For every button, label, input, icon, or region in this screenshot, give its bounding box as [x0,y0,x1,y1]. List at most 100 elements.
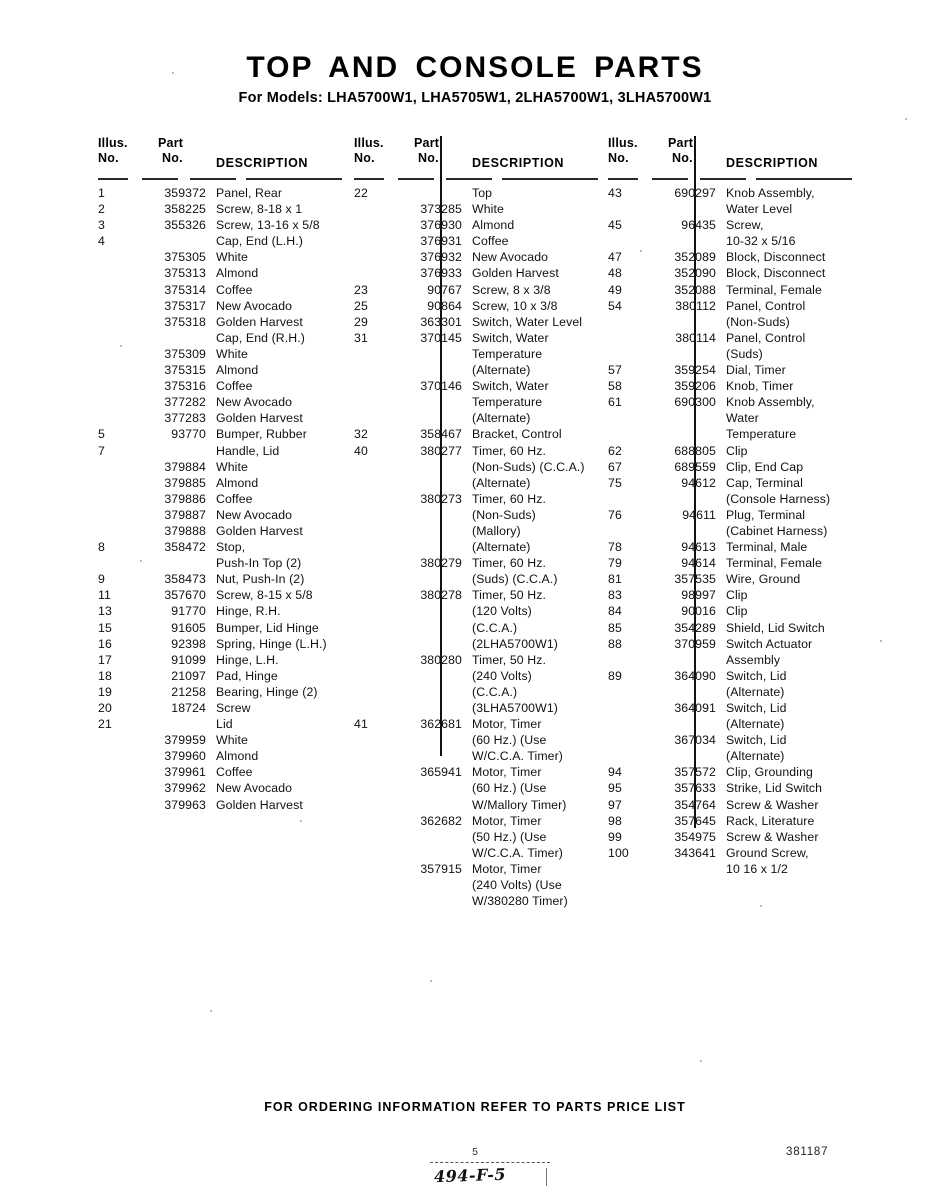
table-row: 15 91605 Bumper, Lid Hinge [98,620,338,636]
description-cell: Panel, Control [726,330,806,345]
description-cell: (60 Hz.) (Use [472,733,547,748]
part-no-cell: 375317 [164,298,206,313]
table-row: 97 354764 Screw & Washer [608,797,854,813]
description-cell: Knob Assembly, [726,186,815,200]
table-row: 376933 Golden Harvest [354,265,590,281]
table-row: 8 358472 Stop, [98,539,338,555]
table-row: 57 359254 Dial, Timer [608,362,854,378]
description-cell: Strike, Lid Switch [726,781,823,796]
description-cell: (Non-Suds) [726,314,790,329]
description-cell: Switch, Water Level [472,314,583,329]
table-row: 7 Handle, Lid [98,443,338,459]
table-row: 48 352090 Block, Disconnect [608,265,854,281]
illus-no-cell: 49 [608,282,622,297]
part-no-cell: 365941 [420,765,462,780]
table-row: (Suds) [608,346,854,362]
part-no-cell: 357535 [674,572,716,587]
part-no-cell: 375313 [164,266,206,281]
description-cell: (Cabinet Harness) [726,523,828,538]
handwritten-stamp: 494-F-5 [428,1162,558,1196]
part-no-cell: 379962 [164,781,206,796]
table-row: 4 Cap, End (L.H.) [98,233,338,249]
table-row: 40 380277 Timer, 60 Hz. [354,443,590,459]
description-cell: Almond [216,749,259,764]
description-cell: Clip, End Cap [726,459,804,474]
illus-no-cell: 15 [98,620,112,635]
scan-speck [210,1010,212,1012]
description-cell: Terminal, Female [726,282,822,297]
illus-no-cell: 88 [608,636,622,651]
stamp-rule [430,1162,550,1163]
description-cell: W/C.C.A. Timer) [472,749,563,764]
description-cell: Timer, 60 Hz. [472,556,546,571]
table-row: 23 90767 Screw, 8 x 3/8 [354,282,590,298]
description-cell: Motor, Timer [472,717,542,732]
part-no-cell: 94612 [681,475,716,490]
part-no-cell: 352090 [674,266,716,281]
part-no-cell: 380112 [675,298,716,313]
illus-no-cell: 54 [608,298,622,313]
description-cell: (Alternate) [472,475,531,490]
table-row: 379884 White [98,459,338,475]
description-cell: (50 Hz.) (Use [472,829,547,844]
table-row: 379888 Golden Harvest [98,523,338,539]
part-no-cell: 359254 [674,363,716,378]
table-row: 61 690300 Knob Assembly, [608,394,854,410]
stamp-text: 494-F-5 [433,1164,507,1187]
description-cell: Temperature [472,346,543,361]
part-no-cell: 96435 [681,218,716,233]
description-cell: Nut, Push-In (2) [216,572,305,587]
description-cell: New Avocado [216,395,293,410]
illus-no-cell: 43 [608,186,622,200]
illus-no-cell: 79 [608,556,622,571]
table-row: 22 Top [354,185,590,201]
description-cell: Motor, Timer [472,861,542,876]
table-row: (C.C.A.) [354,684,590,700]
description-cell: Screw [216,701,251,715]
description-cell: Switch, Lid [726,668,787,683]
header-description: DESCRIPTION [472,156,565,170]
part-no-cell: 376932 [420,250,462,265]
table-row: 78 94613 Terminal, Male [608,539,854,555]
column-header: Illus. No. Part No. DESCRIPTION [608,136,854,178]
table-row: 375313 Almond [98,265,338,281]
illus-no-cell: 1 [98,186,105,200]
part-no-cell: 377282 [164,395,206,410]
table-row: 357915 Motor, Timer [354,861,590,877]
table-row: (60 Hz.) (Use [354,780,590,796]
table-row: (3LHA5700W1) [354,700,590,716]
description-cell: Plug, Terminal [726,507,806,522]
illus-no-cell: 78 [608,540,622,555]
description-cell: White [216,459,248,474]
illus-no-cell: 85 [608,620,622,635]
table-row: (Non-Suds) [354,507,590,523]
part-no-cell: 379960 [164,749,206,764]
description-cell: Almond [216,266,259,281]
description-cell: Clip [726,604,748,619]
part-no-cell: 380114 [675,330,716,345]
description-cell: Timer, 60 Hz. [472,443,546,458]
part-no-cell: 343641 [674,845,716,860]
table-row: 21 Lid [98,716,338,732]
illus-no-cell: 21 [98,717,112,732]
description-cell: Screw, 13-16 x 5/8 [216,218,320,233]
description-cell: Terminal, Female [726,556,822,571]
part-no-cell: 357572 [674,765,716,780]
table-row: 375305 White [98,249,338,265]
description-cell: Panel, Rear [216,186,283,200]
description-cell: Bracket, Control [472,427,562,442]
parts-column-2: Illus. No. Part No. DESCRIPTION 22 Top 373… [346,136,598,909]
table-row: 375315 Almond [98,362,338,378]
part-no-cell: 363301 [420,314,462,329]
part-no-cell: 92398 [171,636,206,651]
illus-no-cell: 29 [354,314,368,329]
illus-no-cell: 81 [608,572,622,587]
table-row: 81 357535 Wire, Ground [608,571,854,587]
part-no-cell: 91770 [171,604,206,619]
parts-rows-1: 1 359372 Panel, Rear 2 358225 Screw, 8-18 x 1… [98,185,338,813]
part-no-cell: 379884 [164,459,206,474]
table-row: 83 98997 Clip [608,587,854,603]
part-no-cell: 379963 [164,797,206,812]
description-cell: W/C.C.A. Timer) [472,845,563,860]
part-no-cell: 94613 [681,540,716,555]
